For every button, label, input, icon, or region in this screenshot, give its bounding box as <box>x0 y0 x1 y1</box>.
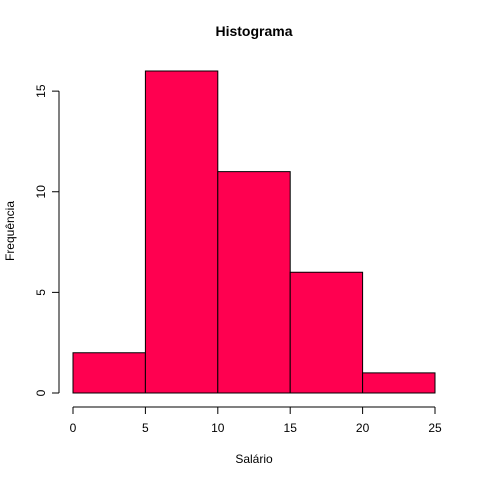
y-axis-label: Frequência <box>3 201 17 261</box>
x-axis-label: Salário <box>235 452 273 466</box>
x-tick-label-20: 20 <box>356 421 370 435</box>
histogram-bar-5-10 <box>144 70 219 394</box>
y-axis: 0 5 10 15 <box>34 84 60 396</box>
y-tick-label-0: 0 <box>34 389 48 396</box>
x-tick-label-10: 10 <box>211 421 225 435</box>
y-tick-label-15: 15 <box>34 84 48 98</box>
histogram-bar-10-15 <box>217 171 291 394</box>
y-tick-label-10: 10 <box>34 185 48 199</box>
bars-group <box>72 70 436 394</box>
x-tick-label-0: 0 <box>70 421 77 435</box>
x-tick-label-25: 25 <box>428 421 442 435</box>
x-axis: 0 5 10 15 20 25 <box>70 406 442 435</box>
chart-title: Histograma <box>215 23 292 39</box>
histogram-bar-0-5 <box>72 352 146 394</box>
x-tick-label-15: 15 <box>284 421 298 435</box>
y-tick-label-5: 5 <box>34 289 48 296</box>
x-tick-label-5: 5 <box>142 421 149 435</box>
histogram-bar-15-20 <box>289 271 364 394</box>
histogram-bar-20-25 <box>362 372 436 394</box>
